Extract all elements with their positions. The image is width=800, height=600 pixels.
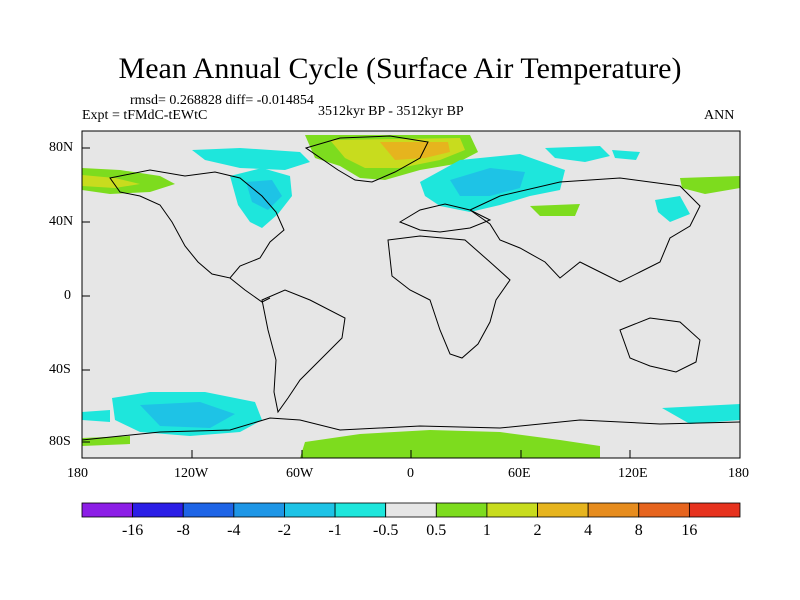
southern-ocean-cold-west bbox=[82, 410, 110, 422]
eurasia-cold-core bbox=[450, 168, 525, 196]
colorbar-swatch bbox=[385, 502, 437, 518]
antarctic-warm-region bbox=[300, 430, 600, 458]
asia-coast bbox=[469, 177, 701, 283]
lon-label-120e: 120E bbox=[618, 466, 648, 481]
central-asia-warm-patch bbox=[530, 204, 580, 216]
colorbar-label: -1 bbox=[328, 522, 341, 539]
siberia-cold-patch-2 bbox=[612, 150, 640, 160]
season-label: ANN bbox=[704, 108, 735, 123]
colorbar-label: -0.5 bbox=[373, 522, 398, 539]
southern-ocean-cold-core bbox=[140, 402, 235, 428]
colorbar-swatch bbox=[132, 502, 184, 518]
lat-label-80n: 80N bbox=[49, 140, 74, 155]
europe-coast bbox=[398, 203, 492, 233]
lat-label-0: 0 bbox=[64, 288, 71, 303]
south-america-coast bbox=[261, 289, 346, 414]
australia-coast bbox=[619, 317, 701, 373]
colorbar-swatch bbox=[638, 502, 690, 518]
colorbar-label: 1 bbox=[483, 522, 491, 539]
greenland-warm-core bbox=[380, 142, 450, 160]
southern-ocean-cold-east bbox=[662, 404, 740, 424]
africa-coast bbox=[387, 235, 511, 359]
period-label: 3512kyr BP - 3512kyr BP bbox=[318, 104, 464, 119]
lon-label-60w: 60W bbox=[286, 466, 314, 481]
axis-ticks bbox=[81, 147, 741, 458]
arctic-cold-region bbox=[192, 148, 310, 170]
colorbar-swatch bbox=[435, 502, 488, 518]
coastlines bbox=[81, 135, 741, 441]
map-title: Mean Annual Cycle (Surface Air Temperatu… bbox=[118, 52, 682, 85]
colorbar-label: 16 bbox=[681, 522, 697, 539]
colorbar-swatch bbox=[334, 502, 387, 518]
japan-cold-patch bbox=[655, 196, 690, 222]
experiment-label: Expt = tFMdC-tEWtC bbox=[82, 108, 208, 123]
colorbar: -16 -8 -4 -2 -1 -0.5 0.5 1 2 4 8 16 bbox=[81, 502, 741, 539]
lon-label-180w: 180 bbox=[67, 466, 88, 481]
colorbar-swatch bbox=[688, 502, 741, 518]
lon-label-180e: 180 bbox=[728, 466, 749, 481]
antarctica-coast bbox=[81, 417, 741, 441]
colorbar-swatch bbox=[537, 502, 589, 518]
siberia-cold-patch bbox=[545, 146, 610, 162]
colorbar-label: -8 bbox=[177, 522, 190, 539]
colorbar-swatch bbox=[486, 502, 538, 518]
lat-label-80s: 80S bbox=[49, 434, 71, 449]
colorbar-label: -2 bbox=[278, 522, 291, 539]
colorbar-label: -4 bbox=[227, 522, 240, 539]
alaska-warm-region bbox=[82, 168, 175, 194]
colorbar-label: 4 bbox=[584, 522, 592, 539]
colorbar-label: 8 bbox=[635, 522, 643, 539]
lon-label-120w: 120W bbox=[174, 466, 209, 481]
lon-label-60e: 60E bbox=[508, 466, 531, 481]
colorbar-swatch bbox=[81, 502, 134, 518]
colorbar-swatch bbox=[284, 502, 336, 518]
pacific-warm-patch bbox=[680, 176, 740, 194]
lat-label-40n: 40N bbox=[49, 214, 74, 229]
colorbar-label: -16 bbox=[122, 522, 143, 539]
colorbar-swatch bbox=[587, 502, 640, 518]
colorbar-label: 0.5 bbox=[426, 522, 446, 539]
canada-cold-core bbox=[246, 180, 282, 210]
lon-label-0: 0 bbox=[407, 466, 414, 481]
central-america-coast bbox=[229, 277, 271, 303]
colorbar-label: 2 bbox=[534, 522, 542, 539]
lat-label-40s: 40S bbox=[49, 362, 71, 377]
colorbar-swatch bbox=[182, 502, 235, 518]
stats-text: rmsd= 0.268828 diff= -0.014854 bbox=[130, 93, 314, 108]
colorbar-swatch bbox=[233, 502, 285, 518]
greenland-coast bbox=[304, 135, 429, 183]
north-america-coast bbox=[109, 169, 285, 279]
alaska-warm-inner bbox=[82, 175, 140, 188]
